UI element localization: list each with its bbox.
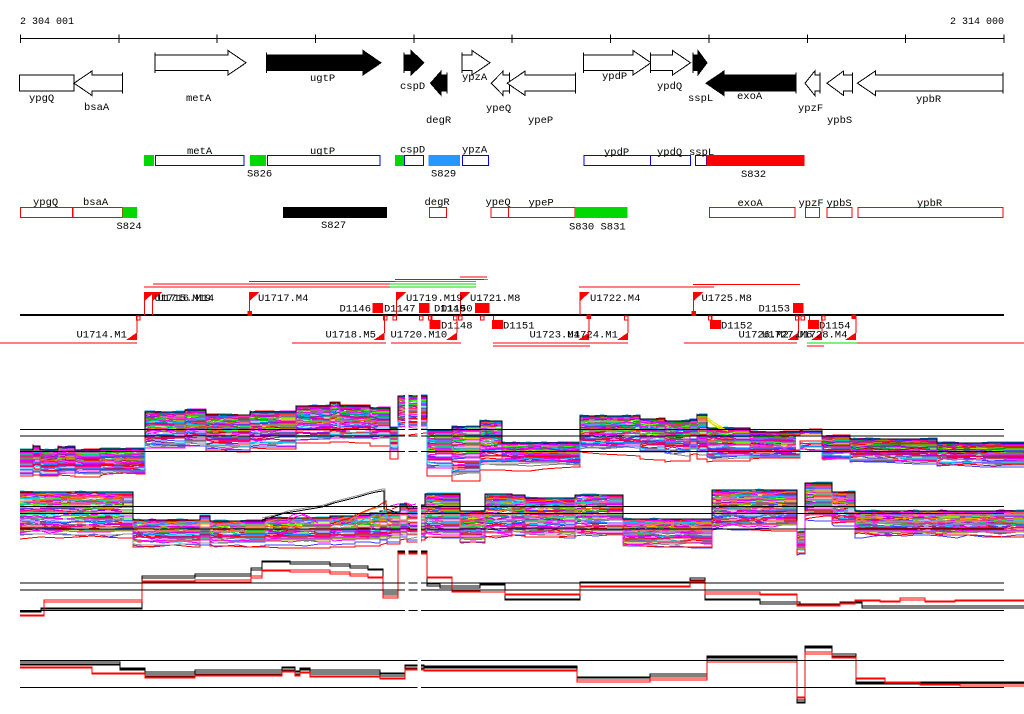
svg-text:ugtP: ugtP — [310, 146, 335, 158]
svg-text:ypeQ: ypeQ — [486, 103, 511, 115]
svg-text:bsaA: bsaA — [84, 102, 110, 114]
svg-text:D1151: D1151 — [503, 321, 535, 333]
svg-text:sspL: sspL — [688, 93, 713, 105]
svg-text:S826: S826 — [247, 169, 272, 181]
svg-text:U1722.M4: U1722.M4 — [590, 293, 640, 305]
svg-text:2 304 001: 2 304 001 — [20, 17, 74, 28]
svg-text:ypgQ: ypgQ — [33, 197, 58, 209]
svg-text:2 314 000: 2 314 000 — [950, 17, 1004, 28]
svg-text:D1154: D1154 — [819, 321, 851, 333]
svg-text:U1725.M8: U1725.M8 — [702, 293, 752, 305]
svg-text:exoA: exoA — [737, 91, 763, 103]
svg-text:ypdP: ypdP — [604, 147, 629, 159]
svg-text:U1720.M10: U1720.M10 — [391, 330, 448, 342]
svg-text:metA: metA — [186, 93, 212, 105]
svg-text:U1726.M2: U1726.M2 — [739, 330, 789, 342]
svg-text:metA: metA — [187, 146, 213, 158]
svg-text:U1721.M8: U1721.M8 — [470, 293, 520, 305]
svg-text:ypbS: ypbS — [827, 115, 852, 127]
svg-text:ypeQ: ypeQ — [486, 197, 511, 209]
svg-text:cspD: cspD — [400, 145, 425, 157]
svg-text:ypzA: ypzA — [462, 145, 488, 157]
svg-text:U1719.M19: U1719.M19 — [406, 293, 463, 305]
svg-text:S832: S832 — [741, 169, 766, 181]
svg-text:cspD: cspD — [400, 81, 425, 93]
svg-text:D1152: D1152 — [721, 321, 753, 333]
svg-text:S824: S824 — [117, 221, 142, 233]
svg-text:U1727.M6: U1727.M6 — [762, 330, 812, 342]
svg-text:sspL: sspL — [689, 147, 714, 159]
svg-text:U1728.M4: U1728.M4 — [797, 330, 847, 342]
svg-text:exoA: exoA — [738, 198, 764, 210]
svg-text:U1723.M4: U1723.M4 — [530, 330, 580, 342]
svg-text:S830 S831: S830 S831 — [569, 222, 626, 234]
svg-text:U1717.M4: U1717.M4 — [258, 293, 308, 305]
svg-text:ypbR: ypbR — [916, 94, 942, 106]
svg-text:ypdQ: ypdQ — [657, 147, 682, 159]
svg-text:ypbR: ypbR — [917, 198, 943, 210]
svg-text:ypgQ: ypgQ — [29, 93, 54, 105]
svg-text:ypzF: ypzF — [798, 103, 823, 115]
svg-text:U1715.M19: U1715.M19 — [155, 293, 212, 305]
svg-text:ypbS: ypbS — [827, 198, 852, 210]
svg-text:degR: degR — [425, 197, 451, 209]
svg-text:ypdP: ypdP — [602, 71, 627, 83]
svg-text:ypzA: ypzA — [462, 72, 488, 84]
svg-text:S829: S829 — [431, 169, 456, 181]
svg-text:ypdQ: ypdQ — [657, 81, 682, 93]
svg-text:U1718.M5: U1718.M5 — [326, 330, 376, 342]
svg-text:D1150: D1150 — [441, 304, 473, 316]
svg-text:S827: S827 — [321, 220, 346, 232]
svg-text:D1149: D1149 — [434, 304, 466, 316]
svg-text:ypzF: ypzF — [799, 198, 824, 210]
svg-text:bsaA: bsaA — [83, 197, 109, 209]
svg-text:U1724.M1: U1724.M1 — [568, 330, 618, 342]
svg-text:degR: degR — [426, 115, 452, 127]
svg-text:D1147: D1147 — [384, 304, 416, 316]
svg-text:ypeP: ypeP — [529, 198, 554, 210]
svg-text:ugtP: ugtP — [310, 73, 335, 85]
svg-text:U1714.M1: U1714.M1 — [77, 330, 127, 342]
svg-text:D1153: D1153 — [759, 304, 791, 316]
svg-text:D1146: D1146 — [340, 304, 372, 316]
svg-text:U1716.M14: U1716.M14 — [158, 293, 215, 305]
svg-text:ypeP: ypeP — [528, 115, 553, 127]
